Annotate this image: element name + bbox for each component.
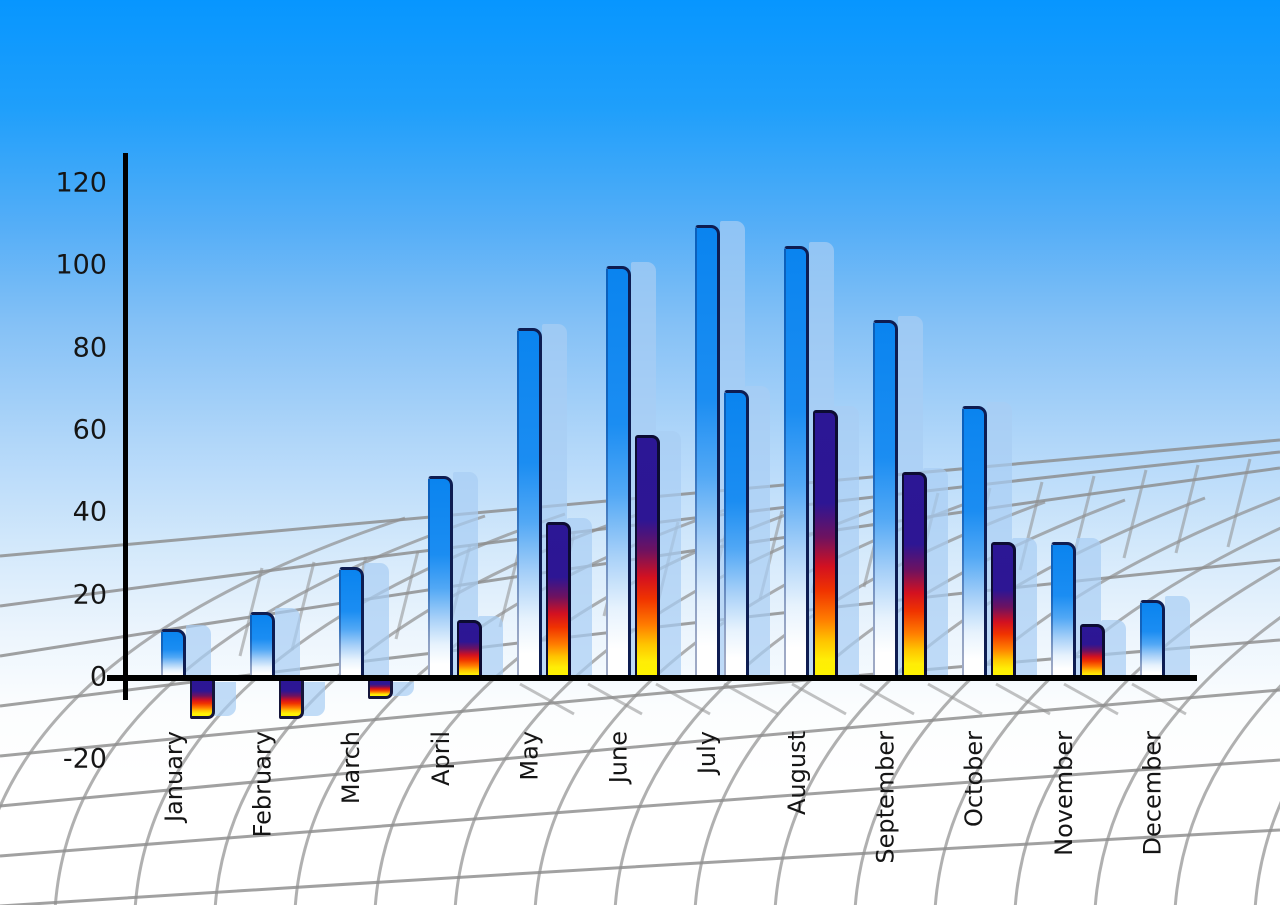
bar-july-blue: [695, 225, 720, 678]
shadow-march-front: [389, 682, 414, 696]
bar-october-front: [991, 542, 1016, 678]
month-label-january: January: [159, 731, 188, 822]
bar-november-blue: [1051, 542, 1076, 678]
shadow-april-front: [478, 616, 503, 678]
y-tick-60: 60: [72, 414, 107, 446]
bar-march-front: [368, 678, 393, 699]
month-label-march: March: [337, 731, 366, 805]
month-label-october: October: [960, 731, 989, 828]
bar-april-front: [457, 620, 482, 678]
bar-may-blue: [517, 328, 542, 678]
bar-november-front: [1080, 624, 1105, 678]
month-label-july: July: [693, 731, 722, 775]
shadow-october-front: [1012, 538, 1037, 678]
shadow-february-front: [300, 682, 325, 717]
shadow-march-blue: [364, 562, 389, 678]
shadow-february-blue: [275, 608, 300, 678]
bar-february-front: [279, 678, 304, 720]
shadow-september-front: [923, 468, 948, 678]
y-tick-20: 20: [72, 578, 107, 610]
shadow-january-front: [211, 682, 236, 717]
y-axis-line: [123, 153, 128, 700]
y-tick-80: 80: [72, 331, 107, 363]
month-label-december: December: [1138, 731, 1167, 856]
bar-january-blue: [161, 628, 186, 678]
y-tick--20: -20: [62, 743, 107, 775]
bar-february-blue: [250, 612, 275, 678]
shadow-june-front: [656, 431, 681, 678]
bar-july-front: [724, 389, 749, 678]
bar-september-front: [902, 472, 927, 678]
month-label-august: August: [782, 731, 811, 815]
bar-august-front: [813, 410, 838, 678]
shadow-december-blue: [1165, 595, 1190, 678]
bar-april-blue: [428, 476, 453, 678]
shadow-august-front: [834, 406, 859, 678]
y-tick-120: 120: [55, 167, 107, 199]
month-label-september: September: [871, 731, 900, 864]
x-axis-line: [107, 675, 1197, 681]
month-label-may: May: [515, 731, 544, 781]
bar-march-blue: [339, 566, 364, 678]
y-tick-40: 40: [72, 496, 107, 528]
month-label-november: November: [1049, 731, 1078, 856]
bar-may-front: [546, 521, 571, 678]
month-label-february: February: [248, 731, 277, 838]
bar-june-front: [635, 435, 660, 678]
bar-august-blue: [784, 245, 809, 678]
y-tick-0: 0: [89, 661, 107, 693]
y-tick-100: 100: [55, 249, 107, 281]
shadow-july-front: [745, 385, 770, 678]
bar-december-blue: [1140, 599, 1165, 678]
bar-september-blue: [873, 319, 898, 678]
month-label-june: June: [604, 731, 633, 784]
shadow-may-front: [567, 517, 592, 678]
month-label-april: April: [426, 731, 455, 786]
bar-january-front: [190, 678, 215, 720]
bar-october-blue: [962, 406, 987, 678]
shadow-january-blue: [186, 624, 211, 678]
bar-june-blue: [606, 266, 631, 678]
shadow-november-front: [1101, 620, 1126, 678]
